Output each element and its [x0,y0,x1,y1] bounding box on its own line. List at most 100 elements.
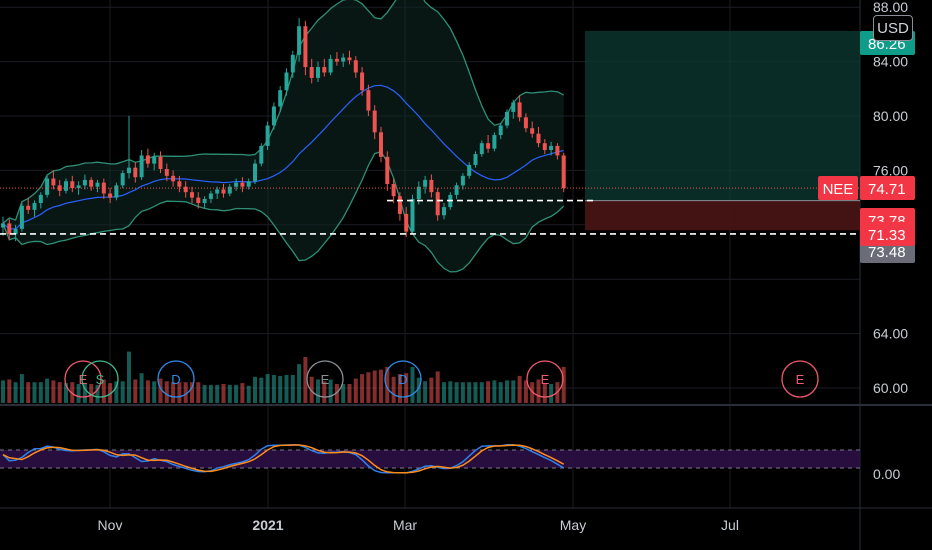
candle-body [272,106,276,125]
volume-bar [461,382,465,403]
candle[interactable] [266,121,270,150]
candle-body [354,60,358,72]
candle[interactable] [127,116,131,179]
candle-body [222,189,226,193]
candle-body [297,26,301,55]
candle-body [26,206,30,210]
volume-bar [127,352,131,403]
candle-body [51,179,55,186]
volume-bar [234,385,238,403]
position-target-zone[interactable] [585,31,860,201]
volume-bar [316,380,320,404]
candle[interactable] [562,153,566,192]
candle-body [505,112,509,126]
volume-bar [278,376,282,403]
band-fill [3,0,564,272]
event-label: S [96,372,105,387]
candle[interactable] [140,150,144,180]
candle-body [303,26,307,67]
candle-body [436,192,440,215]
volume-bar [272,375,276,403]
event-label: D [171,372,180,387]
volume-bar [379,370,383,403]
volume-bar [247,386,251,403]
candle-body [184,187,188,192]
price-tick-label: 88.00 [873,0,908,15]
volume-bar [215,385,219,403]
time-tick-label: Jul [721,517,739,533]
candle-body [518,102,522,117]
candle-body [442,207,446,215]
volume-bar [152,381,156,403]
candle-body [492,135,496,149]
candle-body [140,155,144,177]
price-tick-label: 64.00 [873,326,908,342]
volume-bar [480,382,484,403]
volume-bar [14,382,18,403]
candle[interactable] [398,192,402,221]
price-tag-last: 74.71NEE [818,176,915,200]
volume-bar [474,382,478,403]
candle-body [45,179,49,195]
volume-bar [392,377,396,403]
candle-body [215,189,219,193]
candle-body [70,181,74,188]
candle-body [152,157,156,164]
oscillator-tick-label: 0.00 [873,466,900,482]
candle[interactable] [1,217,5,236]
volume-bar [411,367,415,403]
price-tag-level: 71.33 [860,222,915,246]
candle-body [322,67,326,72]
currency-button[interactable]: USD [873,15,913,41]
time-tick-label: May [560,517,586,533]
candle[interactable] [272,102,276,129]
volume-bar [51,380,55,403]
candle[interactable] [303,21,307,75]
price-tick-label: 60.00 [873,380,908,396]
volume-bar [39,382,43,403]
candle-body [316,67,320,78]
candle-body [537,134,541,144]
candle-body [133,168,137,178]
candle-body [366,90,370,110]
volume-bar [499,382,503,403]
candle-body [20,206,24,229]
candle-body [121,173,125,185]
price-tick-label: 80.00 [873,108,908,124]
event-marker[interactable]: S [82,361,118,397]
volume-bar [455,382,459,403]
candle-body [310,67,314,78]
event-marker[interactable]: E [782,361,818,397]
candle-body [1,223,5,227]
candle-body [398,196,402,214]
volume-bar [467,382,471,403]
event-marker[interactable]: D [385,361,421,397]
candle-body [411,199,415,232]
candle[interactable] [259,143,263,166]
candle[interactable] [492,132,496,151]
time-tick-label: 2021 [252,517,283,533]
time-tick-label: Nov [98,517,123,533]
candle[interactable] [505,109,509,128]
candle[interactable] [385,151,389,190]
candle-body [385,157,389,184]
candle-body [486,143,490,148]
price-tag-label: 74.71 [868,181,906,198]
position-stop-zone[interactable] [585,201,860,231]
candle-body [234,183,238,187]
event-marker[interactable]: D [158,361,194,397]
event-label: D [398,372,407,387]
candle[interactable] [45,176,49,198]
candle-body [278,90,282,106]
candle-body [33,203,37,210]
volume-bar [140,373,144,403]
candle-body [209,194,213,199]
volume-bar [266,374,270,403]
candle-body [530,128,534,133]
candle-body [348,58,352,61]
candle-body [549,146,553,150]
time-axis[interactable]: Nov2021MarMayJul [98,517,739,533]
candle[interactable] [20,203,24,232]
volume-bar [492,380,496,403]
